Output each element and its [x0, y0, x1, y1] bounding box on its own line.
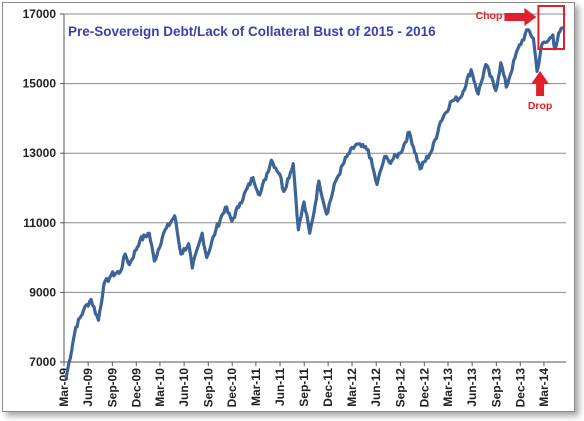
x-tick-label: Sep-12 [393, 368, 407, 408]
x-tick-label: Jun-09 [81, 368, 95, 407]
chart-frame [2, 2, 575, 412]
x-tick-label: Sep-10 [201, 368, 215, 408]
y-tick-label: 9000 [29, 285, 56, 299]
chop-box [537, 5, 565, 50]
x-tick-label: Jun-11 [273, 368, 287, 406]
x-tick-label: Sep-13 [489, 368, 503, 408]
x-tick-label: Mar-09 [57, 368, 71, 407]
y-axis-ticks: 7000 9000 11000 13000 15000 17000 [23, 7, 57, 369]
x-tick-label: Dec-11 [321, 368, 335, 407]
x-tick-label: Dec-12 [417, 368, 431, 408]
y-tick-label: 7000 [29, 355, 56, 369]
y-tick-label: 17000 [23, 7, 57, 21]
y-tick-label: 11000 [23, 216, 56, 230]
x-tick-label: Mar-12 [345, 368, 359, 407]
x-tick-label: Mar-10 [153, 368, 167, 407]
gridlines [64, 13, 566, 293]
x-tick-label: Mar-11 [249, 368, 263, 406]
chop-arrow [504, 8, 537, 26]
x-tick-label: Sep-11 [297, 368, 311, 407]
chart-title: Pre-Sovereign Debt/Lack of Collateral Bu… [68, 24, 436, 39]
x-axis-ticks: Mar-09 Jun-09 Sep-09 Dec-09 Mar-10 Jun-10 Sep-… [57, 368, 551, 408]
y-tick-label: 13000 [23, 146, 57, 160]
x-tick-label: Dec-10 [225, 368, 239, 408]
x-tick-label: Dec-09 [129, 368, 143, 408]
axes [60, 13, 566, 366]
x-tick-label: Jun-12 [369, 368, 383, 407]
chop-label: Chop [476, 10, 503, 22]
x-tick-label: Jun-10 [177, 368, 191, 407]
x-tick-label: Dec-13 [513, 368, 527, 408]
x-tick-label: Mar-13 [441, 368, 455, 407]
x-tick-label: Mar-14 [537, 368, 551, 407]
series-group [64, 26, 565, 380]
x-tick-label: Sep-09 [105, 368, 119, 408]
x-tick-label: Jun-13 [465, 368, 479, 407]
drop-label: Drop [528, 100, 553, 112]
y-tick-label: 15000 [23, 77, 57, 91]
annotations: Chop Drop [476, 5, 565, 112]
drop-arrow [531, 71, 550, 96]
series-line [64, 26, 565, 380]
